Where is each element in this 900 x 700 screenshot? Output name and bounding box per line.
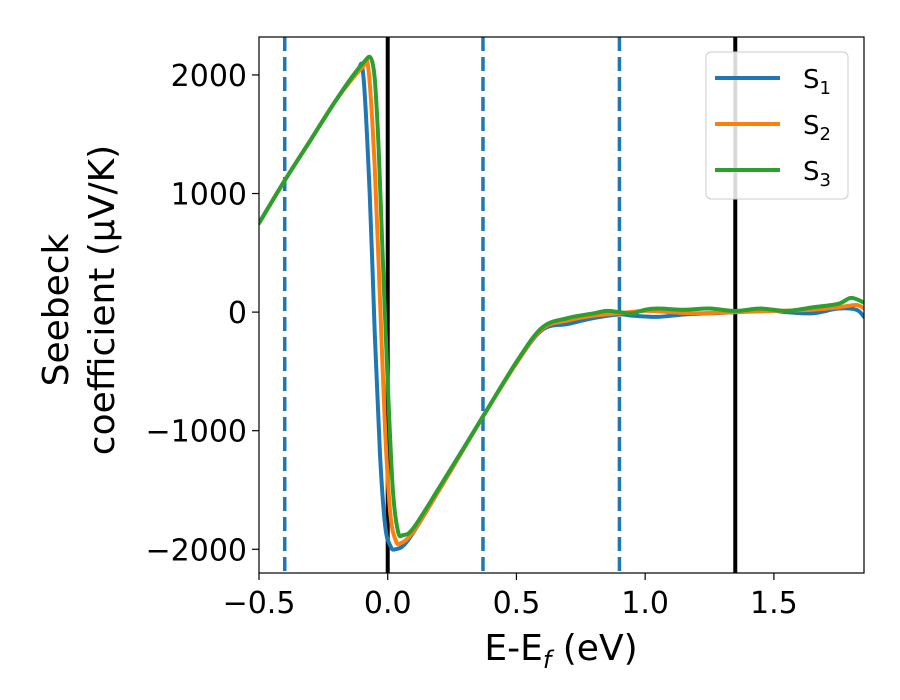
- y-tick-label: 2000: [171, 59, 247, 94]
- y-tick-label: 0: [228, 296, 247, 331]
- y-axis-title-line2: coefficient (μV/K): [82, 145, 123, 455]
- y-tick-label: 1000: [171, 178, 247, 213]
- x-tick-label: 0.5: [493, 586, 541, 621]
- x-tick-label: 1.0: [621, 586, 669, 621]
- plot-frame: [258, 36, 865, 574]
- x-tick-label: 0.0: [364, 586, 412, 621]
- y-axis-title-line1: Seebeck: [36, 233, 77, 386]
- y-tick-label: −1000: [146, 415, 247, 450]
- x-tick-label: 1.5: [750, 586, 798, 621]
- x-axis-title: E-Ef (eV): [484, 628, 637, 674]
- legend-label-2: S2: [803, 111, 831, 145]
- axis-ticks: −0.5 0.0 0.5 1.0 1.5 2000 1000 0 −1000 −2000: [146, 59, 798, 621]
- series-line-3: [259, 54, 864, 539]
- series-lines: [259, 54, 864, 552]
- legend: S1 S2 S3: [705, 51, 849, 200]
- legend-label-3: S3: [803, 157, 831, 191]
- y-tick-label: −2000: [146, 533, 247, 568]
- vertical-markers: [282, 37, 738, 573]
- x-tick-label: −0.5: [223, 586, 296, 621]
- legend-label-1: S1: [803, 65, 831, 99]
